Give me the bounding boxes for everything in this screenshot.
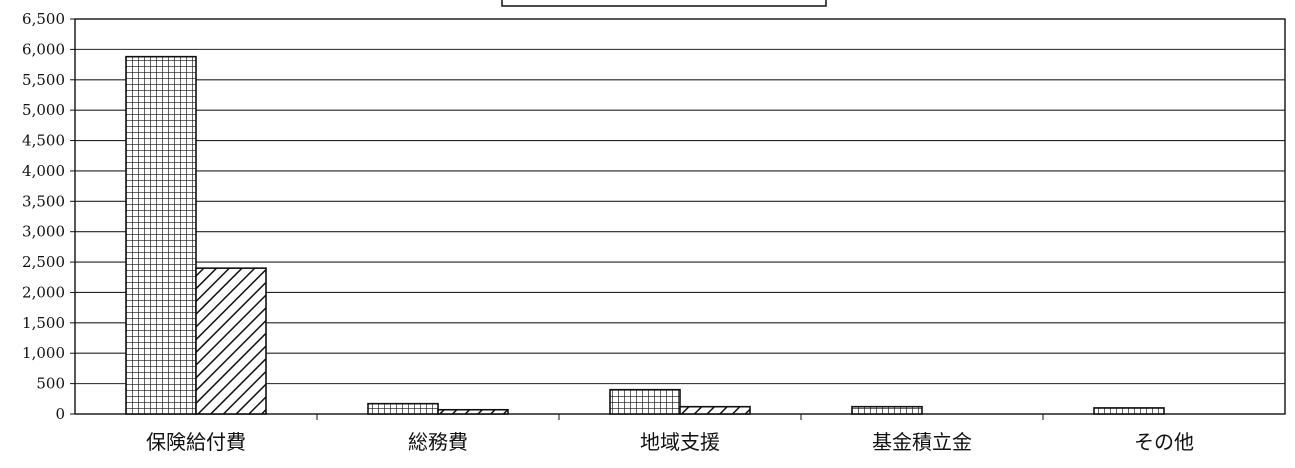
x-tick-label: 地域支援	[640, 430, 720, 454]
y-tick-label: 5,000	[22, 101, 65, 119]
bar	[1093, 407, 1165, 415]
bar	[609, 388, 681, 415]
bar	[367, 402, 439, 415]
x-tick-label: 保険給付費	[146, 430, 246, 454]
y-tick-label: 1,000	[22, 344, 65, 362]
y-tick-label: 3,000	[22, 223, 65, 241]
y-tick-label: 2,500	[22, 253, 65, 271]
bar	[679, 405, 751, 415]
y-tick-label: 1,500	[22, 314, 65, 332]
y-tick-label: 500	[36, 375, 65, 393]
bar	[125, 55, 197, 415]
x-tick-label: 総務費	[408, 430, 468, 454]
legend-box	[501, 0, 827, 7]
y-tick-label: 6,000	[22, 40, 65, 58]
gridlines	[70, 18, 1285, 420]
y-tick-label: 2,000	[22, 283, 65, 301]
x-tick-label: その他	[1134, 430, 1194, 454]
x-tick-label: 基金積立金	[872, 430, 972, 454]
y-tick-label: 4,000	[22, 162, 65, 180]
bars	[125, 55, 1165, 415]
y-tick-label: 6,500	[22, 10, 65, 28]
y-axis-ticks: 0 500 1,000 1,500 2,000 2,500 3,000 3,500 4,000 4…	[22, 10, 65, 423]
y-tick-label: 3,500	[22, 192, 65, 210]
x-axis-ticks: 保険給付費 総務費 地域支援 基金積立金 その他	[146, 430, 1194, 454]
y-tick-label: 4,500	[22, 132, 65, 150]
y-tick-label: 0	[55, 405, 65, 423]
bar	[851, 405, 923, 415]
bar	[437, 408, 509, 415]
bar	[195, 267, 267, 415]
y-tick-label: 5,500	[22, 71, 65, 89]
